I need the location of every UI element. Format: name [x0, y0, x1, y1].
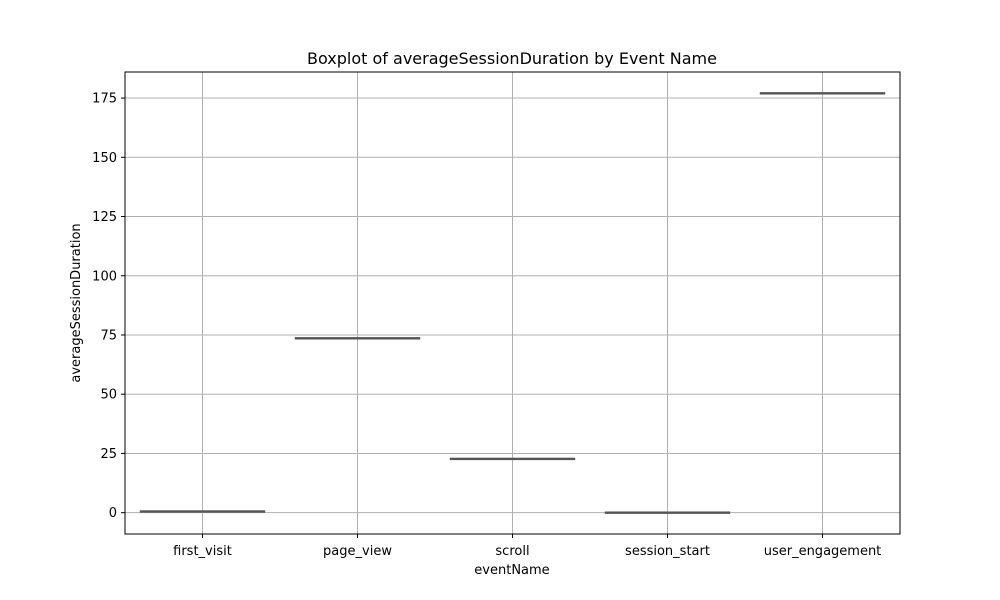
x-axis-label: eventName: [474, 563, 549, 578]
y-tick-label: 100: [92, 269, 117, 284]
y-tick-label: 175: [92, 92, 117, 107]
x-tick-label: scroll: [495, 544, 529, 559]
x-tick-label: session_start: [625, 544, 710, 559]
box-layer: [139, 92, 886, 514]
y-tick-label: 75: [100, 328, 117, 343]
y-tick-label: 50: [100, 388, 117, 403]
x-tick-label: page_view: [323, 544, 392, 559]
y-tick-label: 0: [109, 506, 117, 521]
y-axis-label: averageSessionDuration: [69, 223, 84, 382]
tick-layer: 0 25 50 75 100 125 150 175 first_visit page_view s…: [92, 92, 881, 559]
y-tick-label: 125: [92, 210, 117, 225]
chart-title: Boxplot of averageSessionDuration by Eve…: [307, 49, 717, 68]
y-tick-label: 150: [92, 151, 117, 166]
y-tick-label: 25: [100, 447, 117, 462]
x-tick-label: first_visit: [173, 544, 232, 559]
x-tick-label: user_engagement: [764, 544, 882, 559]
grid-layer: [125, 72, 900, 534]
